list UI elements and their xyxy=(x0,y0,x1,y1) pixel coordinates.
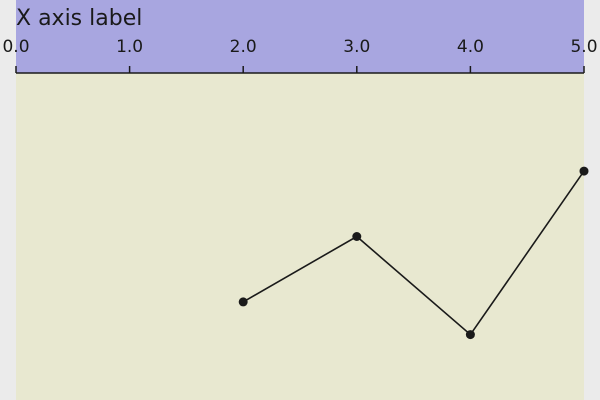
x-tick-label: 2.0 xyxy=(230,37,257,57)
x-axis-title: X axis label xyxy=(16,6,142,31)
x-tick-label: 0.0 xyxy=(2,37,29,57)
x-tick-label: 1.0 xyxy=(116,37,143,57)
series-line xyxy=(242,170,585,336)
data-point xyxy=(238,297,248,307)
x-tick-label: 4.0 xyxy=(457,37,484,57)
data-point xyxy=(352,232,362,241)
plot-area xyxy=(16,73,584,400)
x-axis-ticks: 0.0 1.0 2.0 3.0 4.0 5.0 xyxy=(2,37,598,73)
data-point xyxy=(579,166,589,176)
series-group xyxy=(238,166,589,340)
x-tick-label: 3.0 xyxy=(343,37,370,57)
data-point xyxy=(465,330,475,340)
x-tick-label: 5.0 xyxy=(570,37,597,57)
x-axis-band xyxy=(16,0,584,73)
